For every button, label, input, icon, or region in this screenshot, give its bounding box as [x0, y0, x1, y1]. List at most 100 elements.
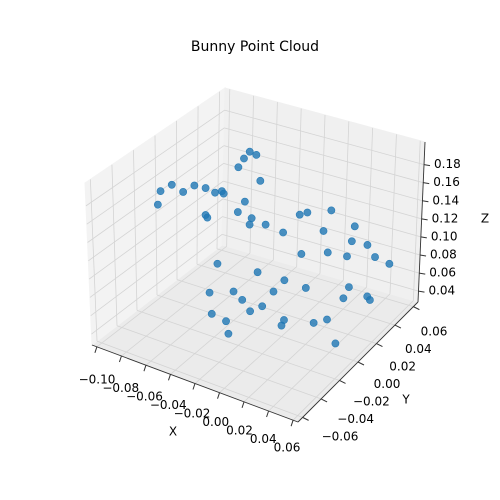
point	[253, 268, 262, 277]
y-axis-line	[297, 301, 419, 423]
point	[345, 283, 353, 292]
grid-line	[85, 109, 225, 207]
grid-line	[222, 198, 421, 256]
point	[153, 200, 162, 209]
x-tick-label: −0.08	[102, 381, 139, 395]
x-tick-mark	[290, 420, 294, 427]
y-tick-mark	[413, 306, 420, 311]
point	[238, 295, 247, 304]
z-tick-mark	[423, 164, 431, 167]
y-tick-label: −0.04	[337, 412, 374, 426]
point	[240, 197, 249, 206]
grid-line	[216, 248, 414, 307]
grid-line	[86, 127, 225, 225]
grid-line	[319, 114, 326, 274]
z-tick-mark	[420, 236, 427, 239]
z-axis-label: Z	[481, 212, 489, 226]
grid-line	[226, 89, 231, 247]
point	[203, 213, 212, 222]
point	[234, 163, 243, 172]
grid-line	[136, 310, 340, 381]
point	[295, 210, 304, 219]
z-tick-label: 0.04	[428, 284, 455, 298]
point	[190, 181, 199, 190]
z-tick-label: 0.06	[429, 266, 456, 280]
point	[258, 302, 267, 311]
x-tick-label: 0.00	[202, 415, 229, 429]
y-axis-label: Y	[401, 393, 410, 407]
point	[331, 339, 340, 348]
y-tick-mark	[320, 398, 328, 403]
x-axis-line	[91, 344, 299, 423]
y-tick-mark	[302, 416, 309, 421]
point	[224, 329, 233, 338]
point	[167, 180, 176, 189]
point	[156, 187, 165, 196]
grid-line	[87, 145, 225, 243]
grid-line	[412, 140, 421, 301]
point	[261, 220, 270, 229]
point	[207, 309, 216, 318]
point	[240, 154, 248, 163]
point	[297, 250, 306, 258]
z-tick-label: 0.14	[432, 193, 459, 207]
grid-line	[196, 263, 396, 326]
z-tick-mark	[422, 200, 429, 203]
z-tick-label: 0.12	[432, 211, 459, 225]
point	[385, 259, 394, 268]
point	[201, 184, 210, 192]
z-tick-label: 0.08	[430, 247, 457, 261]
y-tick-label: −0.06	[322, 430, 359, 444]
z-tick-mark	[419, 272, 426, 275]
y-tick-label: 0.04	[405, 342, 432, 356]
y-tick-label: 0.02	[389, 360, 416, 374]
point	[246, 307, 255, 316]
point	[301, 284, 310, 292]
grid-line	[223, 180, 421, 238]
y-tick-mark	[339, 380, 346, 384]
grid-line	[272, 102, 278, 260]
x-tick-mark	[192, 383, 196, 390]
point	[256, 176, 265, 185]
x-tick-mark	[241, 401, 245, 408]
x-tick-label: −0.10	[79, 373, 116, 387]
grid-line	[296, 108, 302, 267]
x-axis-label: X	[169, 425, 177, 439]
z-tick-mark	[419, 254, 427, 257]
z-tick-mark	[421, 218, 428, 221]
point	[245, 147, 254, 156]
point	[343, 252, 351, 261]
x-tick-mark	[118, 355, 122, 363]
point	[350, 222, 359, 231]
x-tick-label: 0.04	[250, 432, 277, 446]
y-tick-label: 0.06	[421, 325, 448, 339]
point	[222, 317, 230, 326]
y-tick-mark	[357, 361, 365, 366]
grid-line	[88, 163, 224, 262]
grid-line	[88, 180, 224, 280]
point	[309, 319, 318, 327]
point	[323, 248, 332, 257]
grid-line	[89, 198, 224, 298]
grid-line	[366, 127, 374, 288]
grid-line	[224, 109, 425, 165]
y-tick-label: −0.02	[353, 395, 390, 409]
z-axis-line	[417, 141, 426, 303]
z-tick-label: 0.16	[433, 175, 460, 189]
point	[323, 315, 331, 324]
point	[247, 214, 256, 223]
point	[347, 237, 356, 246]
grid-line	[154, 135, 158, 296]
point	[319, 227, 328, 235]
grid-line	[116, 325, 322, 400]
point	[213, 259, 222, 268]
grid-line	[156, 294, 359, 363]
point	[327, 206, 336, 215]
z-tick-mark	[418, 290, 425, 293]
x-tick-mark	[143, 365, 147, 372]
point	[252, 150, 261, 159]
z-tick-label: 0.18	[434, 157, 461, 171]
x-tick-mark	[168, 374, 171, 381]
